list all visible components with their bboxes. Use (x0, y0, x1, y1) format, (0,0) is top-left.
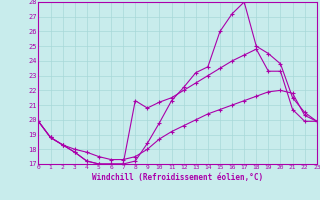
X-axis label: Windchill (Refroidissement éolien,°C): Windchill (Refroidissement éolien,°C) (92, 173, 263, 182)
